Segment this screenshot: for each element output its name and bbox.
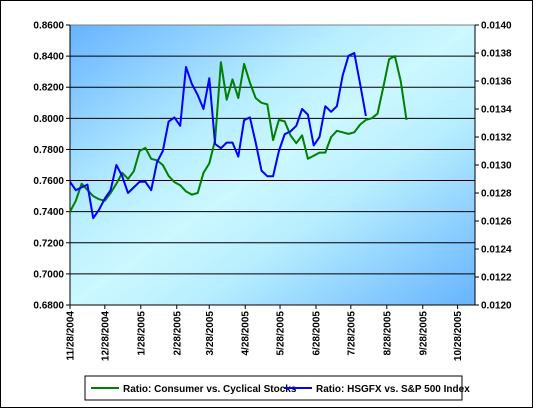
legend-label-hsgfx: Ratio: HSGFX vs. S&P 500 Index [316, 384, 470, 395]
x-tick-label: 1/28/2005 [136, 311, 147, 356]
x-tick-label: 4/28/2005 [241, 311, 252, 356]
legend-box [84, 375, 463, 401]
x-tick-label: 10/28/2005 [453, 311, 464, 361]
left-tick-label: 0.7400 [33, 207, 64, 218]
left-tick-label: 0.8000 [33, 114, 64, 125]
x-tick-label: 9/28/2005 [418, 311, 429, 356]
series-lines [69, 52, 408, 220]
right-tick-label: 0.0134 [481, 105, 512, 116]
right-tick-label: 0.0124 [481, 245, 512, 256]
grid-lines [70, 55, 475, 275]
right-tick-label: 0.0132 [481, 133, 512, 144]
left-tick-label: 0.6800 [33, 301, 64, 312]
right-tick-label: 0.0126 [481, 217, 512, 228]
left-tick-label: 0.7000 [33, 269, 64, 280]
left-tick-label: 0.8200 [33, 83, 64, 94]
x-tick-label: 2/28/2005 [172, 311, 183, 356]
right-tick-label: 0.0128 [481, 189, 512, 200]
left-tick-label: 0.8400 [33, 52, 64, 63]
plot-area [70, 25, 475, 305]
left-tick-label: 0.8600 [33, 21, 64, 32]
right-tick-label: 0.0120 [481, 301, 512, 312]
series-line-hsgfx [69, 52, 367, 220]
left-tick-label: 0.7200 [33, 238, 64, 249]
x-tick-label: 7/28/2005 [346, 311, 357, 356]
right-tick-label: 0.0122 [481, 273, 512, 284]
x-tick-label: 3/28/2005 [205, 311, 216, 356]
legend: Ratio: Consumer vs. Cyclical Stocks Rati… [84, 375, 470, 401]
left-axis: 0.6800 0.7000 0.7200 0.7400 0.7600 0.7800 0.80… [33, 21, 71, 312]
legend-label-consumer: Ratio: Consumer vs. Cyclical Stocks [123, 384, 297, 395]
right-axis: 0.0120 0.0122 0.0124 0.0126 0.0128 0.0130 0.01… [474, 21, 512, 312]
x-tick-label: 12/28/2004 [100, 311, 111, 361]
x-tick-label: 6/28/2005 [312, 311, 323, 356]
right-tick-label: 0.0136 [481, 77, 512, 88]
left-tick-label: 0.7600 [33, 176, 64, 187]
series-line-consumer [69, 55, 408, 213]
x-tick-label: 11/28/2004 [66, 311, 77, 361]
x-tick-label: 5/28/2005 [276, 311, 287, 356]
right-tick-label: 0.0138 [481, 49, 512, 60]
right-tick-label: 0.0140 [481, 21, 512, 32]
left-tick-label: 0.7800 [33, 145, 64, 156]
x-axis: 11/28/2004 12/28/2004 1/28/2005 2/28/2005 3/… [66, 304, 475, 361]
right-tick-label: 0.0130 [481, 161, 512, 172]
x-tick-label: 8/28/2005 [382, 311, 393, 356]
